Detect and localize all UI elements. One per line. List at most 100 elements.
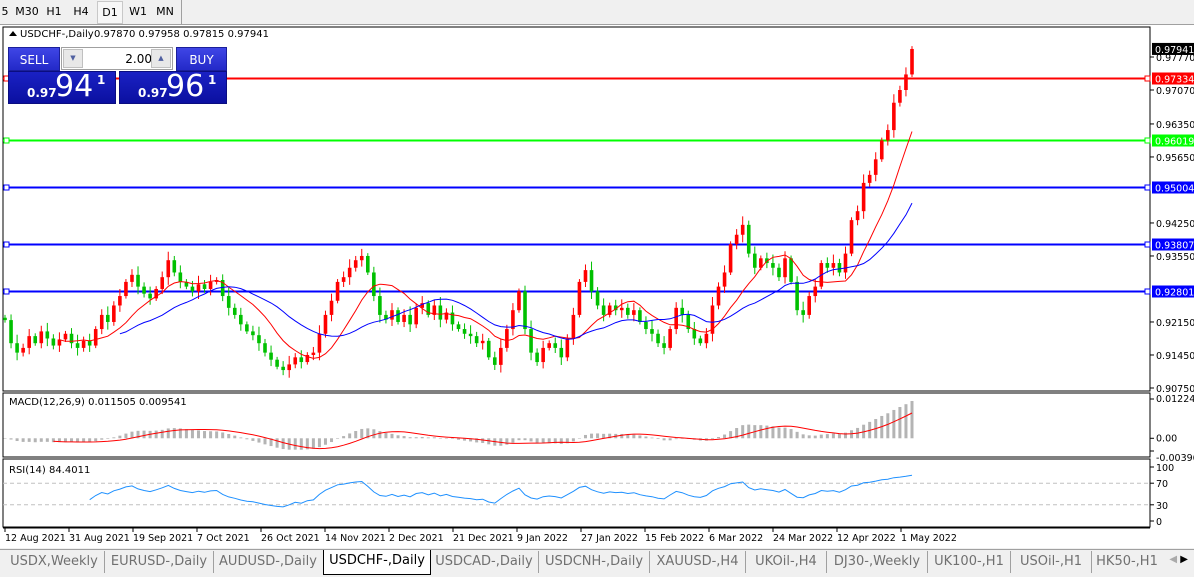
sell-price-prefix: 0.97 [27, 86, 57, 100]
candle-body [607, 305, 612, 315]
candle-body [583, 270, 588, 282]
macd-histogram-bar [535, 438, 539, 443]
tab-xauusd-h4[interactable]: XAUUSD-,H4 [650, 551, 746, 573]
candle-body [535, 352, 539, 363]
candle-body [257, 335, 261, 344]
candle-body [245, 324, 249, 332]
candle-body [21, 347, 25, 353]
tab-ukoil-h4[interactable]: UKOil-,H4 [746, 551, 827, 573]
tab-usdcnh-daily[interactable]: USDCNH-,Daily [539, 551, 650, 573]
candle-body [559, 347, 564, 358]
macd-histogram-bar [801, 434, 805, 439]
candle-body [9, 320, 13, 344]
macd-histogram-bar [27, 438, 31, 442]
tab-dj30-weekly[interactable]: DJ30-,Weekly [827, 551, 928, 573]
sell-price-big: 94 [55, 69, 94, 104]
macd-histogram-bar [378, 431, 382, 439]
macd-histogram-bar [396, 435, 400, 439]
candle-body [378, 296, 382, 315]
macd-histogram-bar [239, 437, 243, 439]
tab-usoil-h1[interactable]: USOil-,H1 [1011, 551, 1092, 573]
candle-body [855, 211, 860, 221]
macd-histogram-bar [130, 431, 134, 439]
macd-histogram-bar [717, 437, 721, 439]
timeframe-m30[interactable]: M30 [15, 5, 39, 18]
date-label: 19 Sep 2021 [133, 533, 193, 544]
candle-body [124, 281, 128, 297]
tab-hk50-h1[interactable]: HK50-,H1 [1096, 554, 1158, 569]
lot-size-input[interactable] [84, 49, 154, 68]
candle-body [45, 331, 50, 339]
price-tick-label: 0.96350 [1156, 120, 1194, 131]
candle-body [752, 253, 757, 268]
tab-usdchf-daily[interactable]: USDCHF-,Daily [323, 550, 431, 575]
rsi-tick-label: 70 [1156, 479, 1168, 490]
tab-eurusd-daily[interactable]: EURUSD-,Daily [105, 551, 214, 573]
candle-body [148, 293, 152, 299]
buy-price-sup: 1 [208, 73, 217, 87]
timeframe-mn[interactable]: MN [156, 5, 174, 18]
sell-price[interactable]: 0.97 94 1 [8, 69, 116, 104]
collapse-triangle-icon[interactable] [9, 31, 17, 36]
macd-histogram-bar [82, 438, 86, 442]
macd-histogram-bar [172, 428, 176, 439]
candle-body [801, 310, 805, 315]
macd-histogram-bar [571, 438, 575, 442]
candle-body [154, 288, 158, 299]
tab-uk100-h1[interactable]: UK100-,H1 [928, 551, 1011, 573]
candle-body [353, 260, 358, 268]
price-tick-label: 0.92150 [1156, 318, 1194, 329]
tab-audusd-daily[interactable]: AUDUSD-,Daily [219, 554, 317, 569]
timeframe-d1[interactable]: D1 [97, 1, 123, 24]
candle-body [190, 286, 195, 292]
scroll-left-icon[interactable]: ◀ [1169, 554, 1178, 565]
rsi-tick-label: 30 [1156, 501, 1168, 512]
tab-usdcad-daily[interactable]: USDCAD-,Daily [430, 551, 539, 573]
timeframe-h1[interactable]: H1 [46, 5, 62, 18]
sell-button[interactable]: SELL [8, 47, 60, 71]
lot-increase-icon[interactable]: ▲ [151, 49, 171, 68]
date-label: 31 Aug 2021 [69, 533, 130, 544]
scroll-right-icon[interactable]: ▶ [1180, 554, 1188, 565]
macd-histogram-bar [590, 433, 594, 439]
lot-decrease-icon[interactable]: ▼ [63, 49, 83, 68]
buy-button[interactable]: BUY [176, 47, 227, 71]
macd-histogram-bar [710, 438, 714, 440]
current-price-tag [1152, 42, 1194, 55]
macd-histogram-bar [674, 438, 678, 440]
macd-histogram-bar [76, 438, 80, 443]
macd-histogram-bar [475, 438, 479, 443]
tab-usdx-weekly[interactable]: USDX,Weekly [4, 551, 105, 573]
macd-histogram-bar [420, 436, 424, 439]
candle-body [420, 303, 425, 308]
rsi-label: RSI(14) 84.4011 [9, 465, 90, 476]
candle-body [396, 310, 400, 322]
candle-body [317, 333, 322, 353]
candle-body [547, 343, 551, 348]
date-label: 26 Oct 2021 [261, 533, 320, 544]
macd-histogram-bar [136, 430, 140, 439]
macd-histogram-bar [166, 428, 170, 439]
candle-body [263, 343, 267, 353]
candle-body [136, 274, 140, 287]
timeframe-w1[interactable]: W1 [129, 5, 147, 18]
macd-tick-label: 0.012242 [1156, 394, 1194, 405]
candle-body [644, 321, 648, 330]
candle-body [269, 352, 273, 360]
candle-body [898, 90, 902, 103]
macd-histogram-bar [432, 437, 436, 439]
macd-histogram-bar [771, 426, 775, 439]
buy-price[interactable]: 0.97 96 1 [119, 69, 227, 104]
timeframe-m15[interactable]: 5 [1, 5, 9, 18]
candle-body [275, 359, 279, 367]
candle-body [511, 310, 515, 330]
tab-scroll-arrows[interactable]: ◀ ▶ [1169, 554, 1188, 565]
timeframe-h4[interactable]: H4 [73, 5, 89, 18]
date-label: 24 Mar 2022 [773, 533, 833, 544]
macd-histogram-bar [311, 438, 315, 449]
candle-body [384, 314, 388, 320]
macd-histogram-bar [680, 438, 684, 439]
macd-histogram-bar [729, 431, 733, 439]
chart-window[interactable]: 0.97334 0.96019 0.95004 0.93807 0.92801 0.97… [0, 25, 1194, 548]
macd-histogram-bar [184, 429, 188, 439]
